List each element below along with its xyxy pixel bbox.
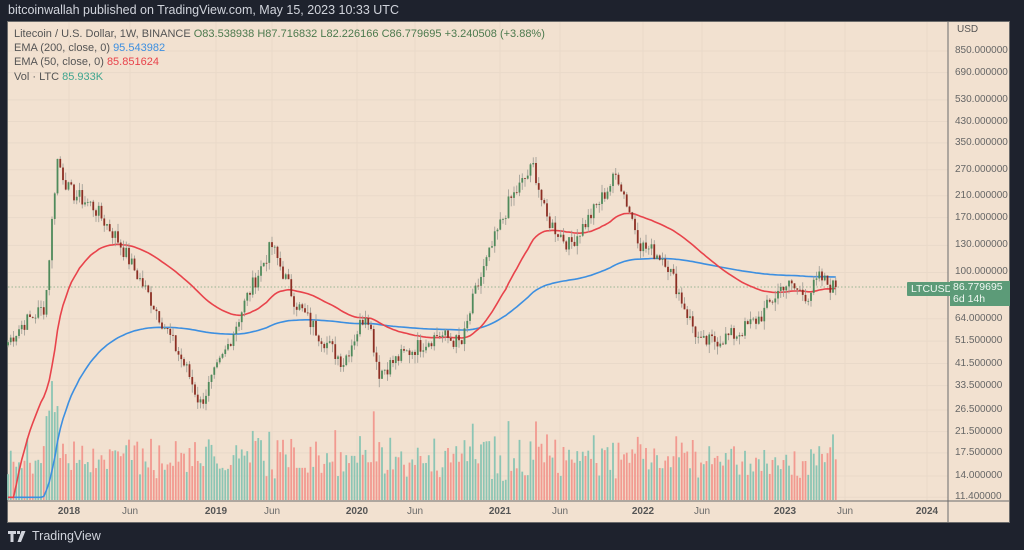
- time-tick: 2018: [57, 506, 81, 517]
- price-tick: 17.500000: [955, 446, 1003, 458]
- ohlc-change: +3.240508 (+3.88%): [444, 28, 545, 40]
- price-tick: 14.000000: [955, 469, 1003, 481]
- time-tick: 2020: [345, 506, 369, 517]
- price-tick: 530.000000: [955, 93, 1008, 105]
- price-tick: 690.000000: [955, 66, 1008, 78]
- price-tick: 270.000000: [955, 163, 1008, 175]
- tradingview-logo-icon: [8, 530, 26, 542]
- legend-symbol-row: Litecoin / U.S. Dollar, 1W, BINANCE O83.…: [14, 27, 545, 41]
- price-tick: 100.000000: [955, 266, 1008, 278]
- ema50-line: [8, 212, 836, 499]
- volume-value: 85.933K: [62, 70, 104, 83]
- ohlc-high: H87.716832: [257, 28, 318, 40]
- ema200-line: [8, 257, 836, 499]
- price-tick: 64.000000: [955, 312, 1003, 324]
- price-tick: 130.000000: [955, 239, 1008, 251]
- price-tick: 210.000000: [955, 189, 1008, 201]
- last-price-badge: 86.779695 6d 14h: [950, 281, 1010, 306]
- published-info: bitcoinwallah published on TradingView.c…: [8, 3, 399, 17]
- time-tick: Jun: [551, 506, 569, 517]
- time-tick: Jun: [693, 506, 711, 517]
- legend-volume-row: Vol · LTC 85.933K: [14, 70, 104, 83]
- ema50-value: 85.851624: [106, 56, 159, 69]
- price-tick: 11.400000: [955, 491, 1002, 503]
- ohlc-close: C86.779695: [381, 28, 442, 40]
- price-tick: 21.500000: [955, 425, 1003, 437]
- price-tick: 850.000000: [955, 45, 1008, 56]
- chart-legend: Litecoin / U.S. Dollar, 1W, BINANCE O83.…: [14, 27, 545, 84]
- volume-bars: [7, 381, 837, 500]
- last-price-value: 86.779695: [953, 281, 1003, 293]
- ohlc-low: L82.226166: [320, 28, 379, 40]
- bar-countdown: 6d 14h: [953, 292, 986, 305]
- grid-lines: [8, 22, 948, 501]
- time-tick: 2024: [915, 506, 939, 517]
- price-tick: 51.500000: [955, 335, 1003, 347]
- time-tick: Jun: [406, 506, 424, 517]
- time-tick: Jun: [836, 506, 854, 517]
- time-tick: 2022: [631, 506, 655, 517]
- time-tick: Jun: [121, 506, 139, 517]
- price-tick: 26.500000: [955, 403, 1003, 415]
- legend-ema200-row: EMA (200, close, 0) 95.543982: [14, 42, 166, 55]
- time-tick: 2021: [488, 506, 512, 517]
- time-tick: 2023: [773, 506, 797, 517]
- ohlc-open: O83.538938: [193, 28, 255, 40]
- time-tick: Jun: [263, 506, 281, 517]
- candlesticks: [7, 156, 837, 411]
- legend-ema50-row: EMA (50, close, 0) 85.851624: [14, 56, 159, 69]
- price-tick: 33.500000: [955, 379, 1003, 391]
- price-tick: 170.000000: [955, 211, 1008, 223]
- price-tick: 350.000000: [955, 136, 1008, 148]
- symbol-badge: LTCUSD: [907, 282, 957, 296]
- ema200-value: 95.543982: [113, 42, 166, 55]
- time-tick: 2019: [204, 506, 228, 517]
- price-tick: 41.500000: [955, 357, 1003, 369]
- tradingview-logo[interactable]: TradingView: [8, 529, 101, 543]
- price-tick: 430.000000: [955, 115, 1008, 127]
- symbol-name: Litecoin / U.S. Dollar, 1W, BINANCE: [14, 28, 191, 40]
- currency-label: USD: [957, 24, 979, 35]
